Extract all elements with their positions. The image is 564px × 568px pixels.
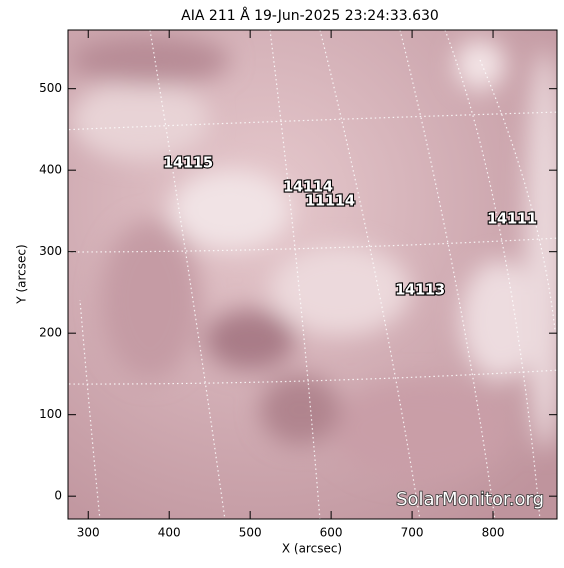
y-tick-label: 0 [54,489,62,503]
region-label: 14115 [163,154,213,172]
y-tick-label: 300 [39,244,62,258]
coordinate-grid [68,30,557,519]
x-axis-label: X (arcsec) [282,542,342,556]
axes: 300 400 500 600 700 800 0 100 200 300 400 500 [39,30,557,540]
plot-title: AIA 211 Å 19-Jun-2025 23:24:33.630 [181,7,439,24]
y-tick-label: 200 [39,326,62,340]
region-label: 14114 [283,178,333,196]
y-axis-label: Y (arcsec) [15,244,29,304]
y-tick-label: 100 [39,407,62,421]
region-label: 14113 [395,281,445,299]
x-tick-label: 700 [401,526,424,540]
x-tick-label: 300 [77,526,100,540]
x-tick-label: 800 [482,526,505,540]
solar-image [68,30,557,519]
watermark: SolarMonitor.org [396,489,544,510]
region-label: 14111 [487,210,537,228]
y-tick-label: 400 [39,163,62,177]
y-tick-label: 500 [39,81,62,95]
x-tick-label: 400 [158,526,181,540]
x-tick-label: 600 [320,526,343,540]
x-tick-label: 500 [239,526,262,540]
region-label: 11114 [305,192,355,210]
plot-frame [67,29,558,520]
